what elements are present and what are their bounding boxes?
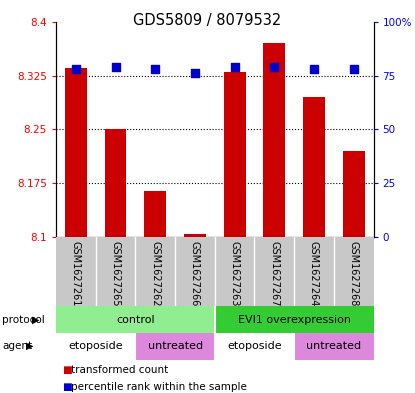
Text: GSM1627268: GSM1627268 xyxy=(349,241,359,306)
Bar xyxy=(65,68,87,237)
Text: EVI1 overexpression: EVI1 overexpression xyxy=(238,314,351,325)
Point xyxy=(231,64,238,70)
Text: percentile rank within the sample: percentile rank within the sample xyxy=(71,382,247,392)
Point xyxy=(311,66,317,72)
Point xyxy=(350,66,357,72)
Bar xyxy=(224,72,246,237)
Bar xyxy=(343,151,364,237)
Bar xyxy=(184,234,206,237)
Text: untreated: untreated xyxy=(147,341,203,351)
Text: etoposide: etoposide xyxy=(227,341,282,351)
Text: agent: agent xyxy=(2,341,32,351)
Text: ▶: ▶ xyxy=(32,314,39,325)
Text: ▶: ▶ xyxy=(26,341,34,351)
Text: GSM1627267: GSM1627267 xyxy=(269,241,279,306)
Bar xyxy=(144,191,166,237)
Bar xyxy=(294,333,374,360)
Bar xyxy=(264,43,285,237)
Point xyxy=(73,66,79,72)
Point xyxy=(152,66,159,72)
Text: GSM1627264: GSM1627264 xyxy=(309,241,319,306)
Point xyxy=(112,64,119,70)
Bar xyxy=(215,306,374,333)
Point xyxy=(192,70,198,77)
Text: ■: ■ xyxy=(62,382,72,392)
Text: control: control xyxy=(116,314,155,325)
Bar xyxy=(135,333,215,360)
Text: ■: ■ xyxy=(62,365,72,375)
Text: GSM1627266: GSM1627266 xyxy=(190,241,200,306)
Bar xyxy=(56,333,135,360)
Text: transformed count: transformed count xyxy=(71,365,168,375)
Bar xyxy=(303,97,325,237)
Text: GDS5809 / 8079532: GDS5809 / 8079532 xyxy=(133,13,282,28)
Text: untreated: untreated xyxy=(306,341,361,351)
Text: GSM1627261: GSM1627261 xyxy=(71,241,81,306)
Text: GSM1627263: GSM1627263 xyxy=(229,241,239,306)
Bar xyxy=(105,130,127,237)
Bar xyxy=(56,306,215,333)
Bar xyxy=(215,333,294,360)
Point xyxy=(271,64,278,70)
Text: etoposide: etoposide xyxy=(68,341,123,351)
Text: GSM1627262: GSM1627262 xyxy=(150,241,160,306)
Text: GSM1627265: GSM1627265 xyxy=(110,241,120,306)
Text: protocol: protocol xyxy=(2,314,45,325)
